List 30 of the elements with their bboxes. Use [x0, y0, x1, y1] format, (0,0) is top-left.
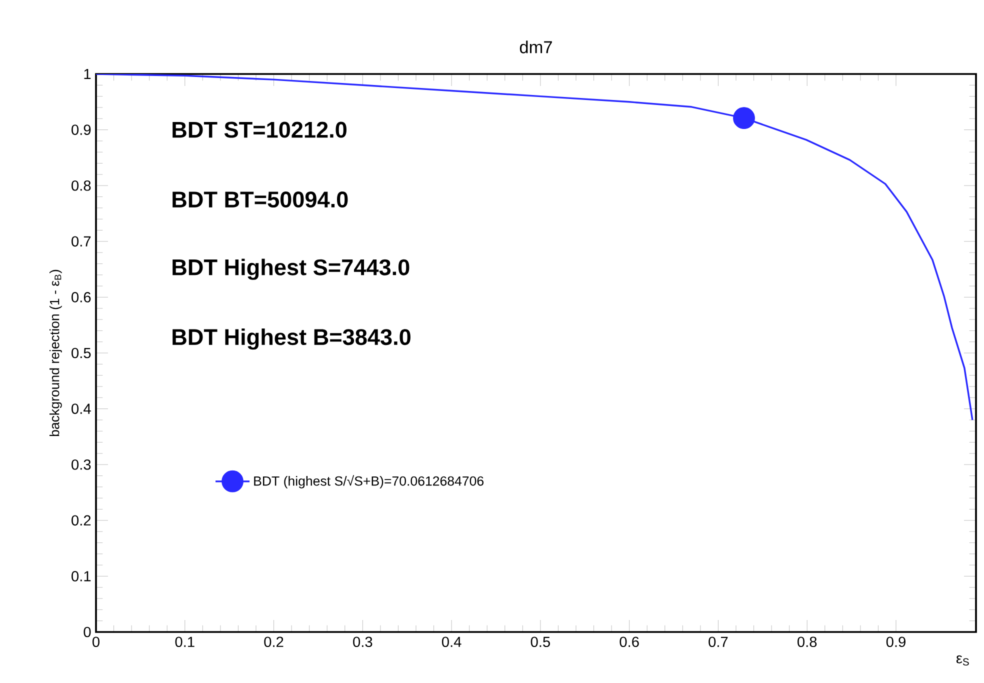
x-tick-label: 0.5 [530, 636, 550, 648]
annotation: BDT BT=50094.0 [172, 192, 348, 208]
annotation: BDT Highest B=3843.0 [172, 328, 410, 350]
x-tick-label: 0.6 [620, 636, 639, 648]
y-tick-label: 0.6 [72, 292, 91, 302]
x-tick-label: 0.8 [798, 636, 817, 648]
annotation: BDT ST=10212.0 [172, 122, 346, 138]
y-tick-label: 0.5 [72, 348, 91, 358]
x-tick-label: 0.4 [442, 636, 462, 648]
annotation: BDT Highest S=7443.0 [172, 258, 410, 280]
y-tick-label: 0 [84, 626, 91, 638]
y-tick-label: 0.1 [72, 571, 91, 582]
y-tick-label: 0.2 [72, 515, 91, 526]
y-tick-label: 0.7 [72, 236, 91, 247]
y-tick-label: 0.4 [72, 404, 91, 414]
x-axis-title: ε$_{S}$ [956, 655, 969, 666]
x-tick-label: 0.7 [708, 636, 728, 648]
y-tick-label: 1 [84, 68, 91, 80]
chart-title: dm7 [520, 40, 552, 54]
line-series [96, 74, 974, 421]
x-tick-label: 0.3 [353, 636, 372, 648]
x-tick-label: 0.2 [264, 636, 284, 648]
y-tick-label: 0.9 [72, 124, 91, 135]
y-tick-label: 0.3 [72, 459, 91, 470]
legend-label: BDT (highest S/√S+B)=70.0612684706 [254, 475, 484, 488]
y-tick-label: 0.8 [72, 180, 91, 191]
y-axis-title: background rejection (1 - ε$_{B}$) [49, 270, 62, 436]
x-tick-label: 0.1 [175, 636, 194, 648]
x-tick-label: 0.9 [886, 636, 906, 648]
x-tick-label: 0 [92, 636, 100, 648]
